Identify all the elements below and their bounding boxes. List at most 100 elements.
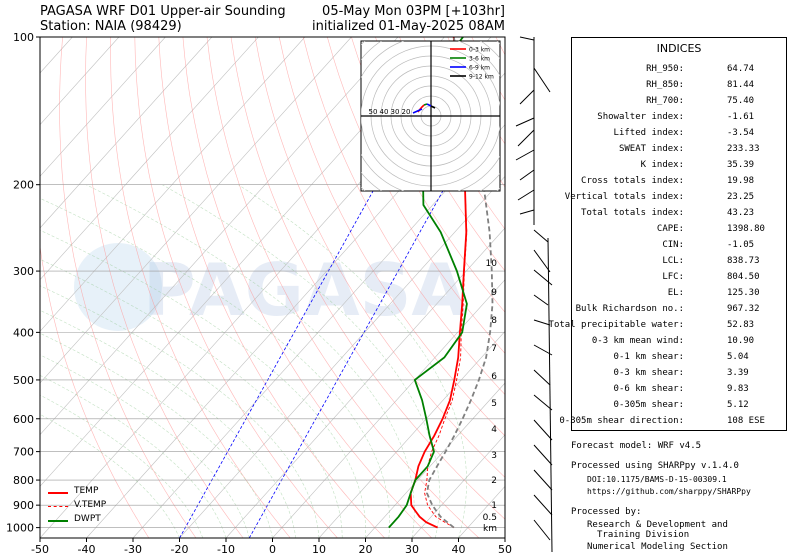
isotherm bbox=[40, 37, 213, 229]
moist-adiabat bbox=[40, 332, 273, 538]
moist-adiabat bbox=[86, 184, 415, 538]
dry-adiabat bbox=[85, 37, 244, 538]
index-value: 125.30 bbox=[727, 288, 760, 298]
wind-staff bbox=[547, 237, 553, 553]
km-tick-label: 2 bbox=[491, 476, 497, 486]
index-label: 0-305m shear: bbox=[613, 400, 684, 410]
wind-barb bbox=[533, 229, 549, 243]
isotherm bbox=[318, 330, 505, 538]
index-label: Total totals index: bbox=[581, 208, 684, 218]
wind-barb bbox=[533, 494, 553, 516]
index-row: Showalter index: -1.61 bbox=[572, 112, 786, 128]
wind-barb bbox=[517, 129, 535, 147]
moist-adiabat bbox=[40, 394, 204, 538]
isotherm bbox=[179, 175, 505, 538]
moist-adiabat bbox=[40, 229, 366, 538]
legend-label-dwpt: DWPT bbox=[74, 514, 101, 524]
index-row: 0-1 km shear: 5.04 bbox=[572, 352, 786, 368]
index-label: LFC: bbox=[662, 272, 684, 282]
wind-barb bbox=[533, 369, 551, 386]
dry-adiabat bbox=[254, 37, 505, 478]
index-label: RH_700: bbox=[646, 96, 684, 106]
wind-barb bbox=[519, 89, 535, 105]
km-tick-label: 8 bbox=[491, 316, 497, 326]
wind-barb bbox=[519, 36, 535, 41]
index-label: 0-1 km shear: bbox=[613, 352, 684, 362]
indices-title: INDICES bbox=[656, 42, 702, 55]
mixing-ratio-line bbox=[248, 184, 447, 538]
footer-by: Processed by: bbox=[571, 507, 642, 517]
isotherm bbox=[40, 37, 73, 74]
wind-barb bbox=[533, 319, 551, 326]
x-tick-label: -20 bbox=[171, 543, 189, 556]
index-row: K index: 35.39 bbox=[572, 160, 786, 176]
hodograph-ring-label: 50 bbox=[369, 108, 378, 116]
y-tick-label: 400 bbox=[13, 326, 34, 339]
index-row: RH_700: 75.40 bbox=[572, 96, 786, 112]
dry-adiabat bbox=[302, 37, 505, 395]
index-value: 52.83 bbox=[727, 320, 755, 330]
dry-adiabat bbox=[158, 37, 385, 538]
dry-adiabat bbox=[327, 37, 505, 354]
index-label: CAPE: bbox=[656, 224, 684, 234]
index-label: 0-3 km shear: bbox=[613, 368, 684, 378]
hodograph-trace bbox=[423, 103, 428, 106]
index-value: 35.39 bbox=[727, 160, 755, 170]
index-label: SWEAT index: bbox=[618, 144, 684, 154]
km-tick-label: 1 bbox=[491, 501, 497, 511]
index-row: Vertical totals index: 23.25 bbox=[565, 192, 786, 208]
wind-barb bbox=[533, 469, 553, 491]
legend-line-temp bbox=[48, 492, 68, 494]
hodograph-trace bbox=[420, 104, 425, 109]
wind-barb bbox=[533, 67, 551, 93]
moist-adiabat bbox=[40, 309, 297, 538]
hodograph: 50 40 30 20 0-3 km 3-6 km 6-9 km 9-12 km bbox=[360, 40, 501, 192]
moist-adiabat bbox=[40, 413, 180, 538]
index-value: 23.25 bbox=[727, 192, 755, 202]
km-tick-label: 3 bbox=[491, 451, 497, 461]
index-label: 0-305m shear direction: bbox=[559, 416, 684, 426]
index-label: RH_950: bbox=[646, 64, 684, 74]
wind-barb bbox=[533, 294, 549, 306]
series-line-parcel bbox=[425, 37, 494, 529]
index-row: RH_850: 81.44 bbox=[572, 80, 786, 96]
index-value: -3.54 bbox=[727, 128, 755, 138]
index-label: Bulk Richardson no.: bbox=[575, 304, 684, 314]
dry-adiabat bbox=[59, 37, 197, 538]
index-row: Lifted index: -3.54 bbox=[572, 128, 786, 144]
km-tick-label: 5 bbox=[491, 399, 497, 409]
isotherm bbox=[40, 37, 166, 177]
isotherm bbox=[365, 382, 505, 538]
km-tick-label: 7 bbox=[491, 344, 497, 354]
y-tick-label: 900 bbox=[13, 499, 34, 512]
index-row: 0-305m shear direction: 108 ESE bbox=[559, 416, 786, 432]
footer-org-3: Numerical Modeling Section bbox=[587, 542, 728, 552]
dry-adiabat bbox=[40, 244, 150, 538]
index-row: CAPE: 1398.80 bbox=[572, 224, 786, 240]
footer-url[interactable]: https://github.com/sharppy/SHARPpy bbox=[587, 487, 751, 496]
isotherm bbox=[40, 37, 306, 332]
index-label: RH_850: bbox=[646, 80, 684, 90]
index-value: 108 ESE bbox=[727, 416, 765, 426]
y-tick-label: 500 bbox=[13, 374, 34, 387]
hodograph-ring-label: 20 bbox=[402, 108, 411, 116]
wind-barb bbox=[533, 394, 553, 411]
index-row: Cross totals index: 19.98 bbox=[572, 176, 786, 192]
y-tick-label: 800 bbox=[13, 474, 34, 487]
title-line-2: Station: NAIA (98429) bbox=[40, 19, 182, 34]
index-value: 838.73 bbox=[727, 256, 760, 266]
hodograph-ring-label: 30 bbox=[391, 108, 400, 116]
legend-line-vtemp bbox=[48, 506, 68, 507]
isotherm bbox=[40, 37, 120, 126]
isotherm bbox=[0, 37, 26, 538]
moist-adiabat bbox=[40, 258, 343, 538]
y-tick-label: 600 bbox=[13, 413, 34, 426]
wind-barb bbox=[517, 189, 535, 201]
index-value: 81.44 bbox=[727, 80, 755, 90]
x-tick-label: 0 bbox=[269, 543, 276, 556]
index-value: 804.50 bbox=[727, 272, 760, 282]
dry-adiabat bbox=[230, 37, 505, 520]
isotherm bbox=[40, 37, 259, 281]
wind-barb bbox=[533, 419, 553, 441]
